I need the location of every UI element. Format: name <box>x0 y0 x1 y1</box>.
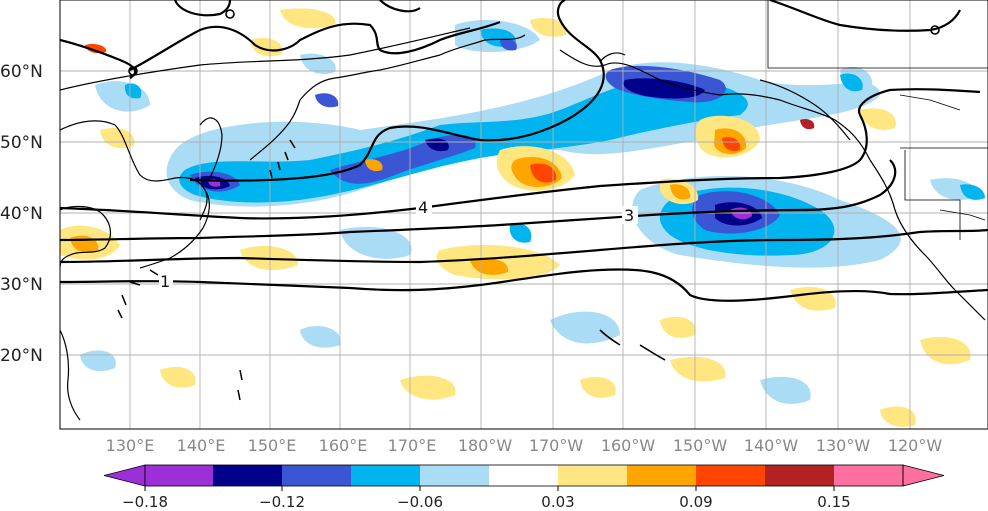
colorbar: −0.18 −0.12 −0.06 0.03 0.09 0.15 <box>103 464 945 511</box>
coastlines <box>60 27 986 421</box>
lon-label-120w: 120°W <box>888 436 943 455</box>
colorbar-tick-label: 0.09 <box>679 493 712 511</box>
borders <box>767 0 988 240</box>
lon-label-130w: 130°W <box>816 436 871 455</box>
colorbar-segment <box>420 465 489 486</box>
lat-label-60n: 60°N <box>0 62 43 82</box>
lat-label-30n: 30°N <box>0 275 43 295</box>
lon-label-160e: 160°E <box>319 436 368 455</box>
latitude-labels: 60°N 50°N 40°N 30°N 20°N <box>0 62 43 366</box>
lon-label-180w: 180°W <box>458 436 513 455</box>
lon-label-170e: 170°E <box>388 436 437 455</box>
colorbar-segment <box>213 465 282 486</box>
colorbar-tick-label: −0.12 <box>259 493 305 511</box>
colorbar-tick-label: −0.06 <box>397 493 443 511</box>
colorbar-segment <box>558 465 627 486</box>
map-frame <box>59 0 988 430</box>
contour-label-3: 3 <box>624 206 634 225</box>
lon-label-150w: 150°W <box>673 436 728 455</box>
climatology-contours <box>60 0 988 302</box>
colorbar-low-extend <box>103 464 146 487</box>
colorbar-segment <box>282 465 351 486</box>
lat-label-50n: 50°N <box>0 133 43 153</box>
contour-label-1: 1 <box>160 272 170 291</box>
map-panel: 4 3 1 <box>60 0 988 429</box>
lat-label-20n: 20°N <box>0 346 43 366</box>
colorbar-tick-label: 0.15 <box>817 493 850 511</box>
lat-label-40n: 40°N <box>0 204 43 224</box>
contour-labels: 4 3 1 <box>159 198 638 291</box>
lon-label-130e: 130°E <box>106 436 155 455</box>
colorbar-segment <box>351 465 420 486</box>
colorbar-segment <box>834 465 903 486</box>
colorbar-tick-label: −0.18 <box>122 493 168 511</box>
anomaly-shading <box>60 8 985 427</box>
longitude-labels: 130°E 140°E 150°E 160°E 170°E 180°W 170°… <box>106 436 943 455</box>
colorbar-segment <box>489 465 558 486</box>
colorbar-segment <box>627 465 696 486</box>
colorbar-segment <box>765 465 834 486</box>
lon-label-140w: 140°W <box>744 436 799 455</box>
lon-label-160w: 160°W <box>601 436 656 455</box>
lon-label-150e: 150°E <box>248 436 297 455</box>
lon-label-170w: 170°W <box>529 436 584 455</box>
colorbar-tick-label: 0.03 <box>541 493 574 511</box>
colorbar-segment <box>145 465 213 486</box>
colorbar-high-extend <box>902 464 945 487</box>
contour-label-4: 4 <box>418 198 428 217</box>
lon-label-140e: 140°E <box>177 436 226 455</box>
colorbar-segment <box>696 465 765 486</box>
